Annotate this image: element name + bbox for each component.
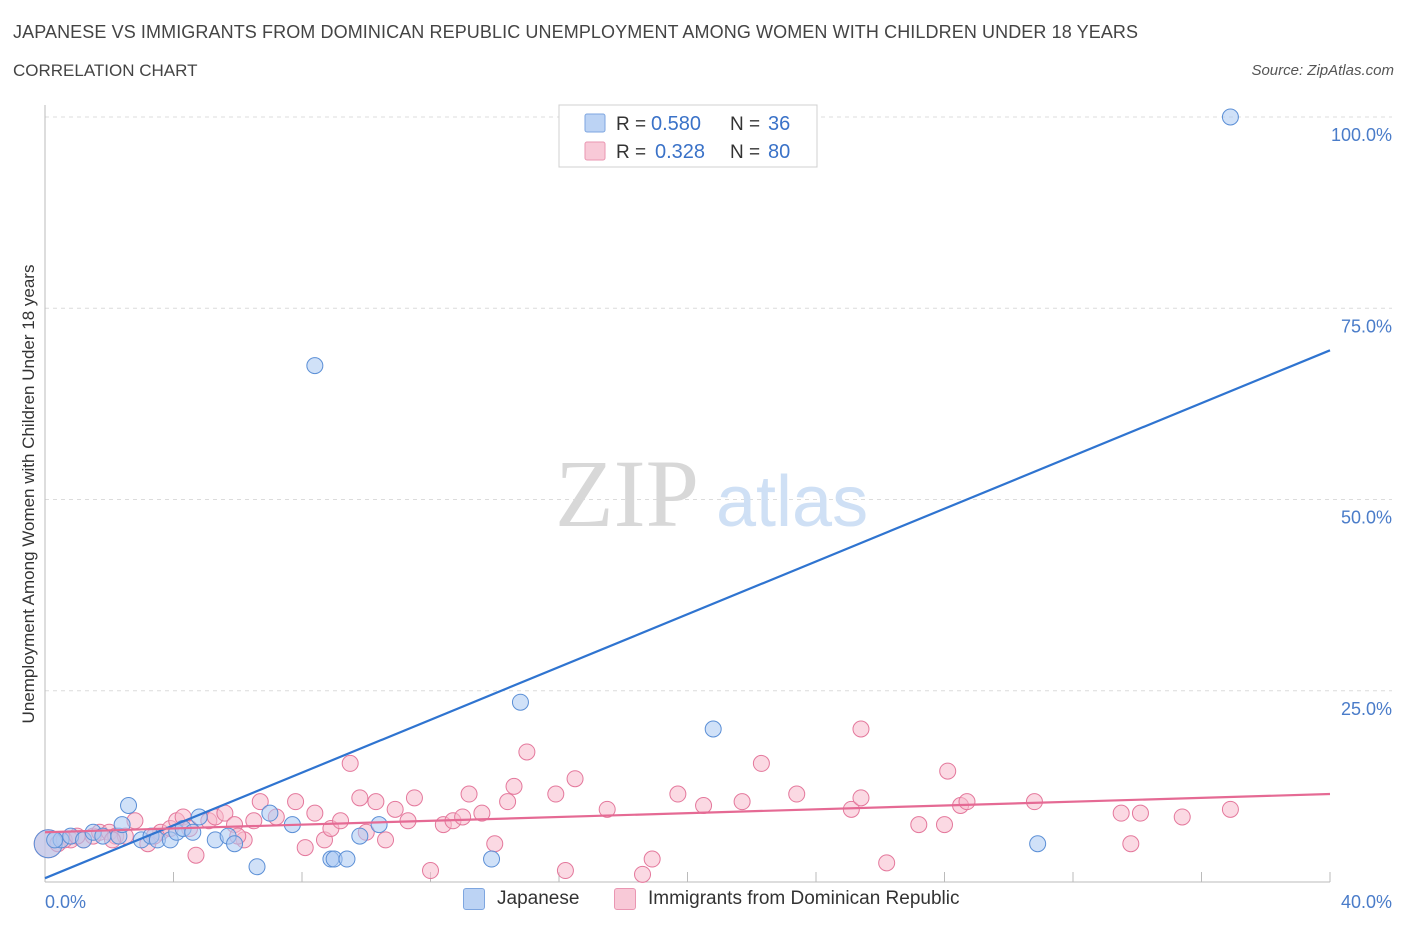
legend-n-value-1: 36 <box>768 113 790 135</box>
japanese-point <box>120 797 138 814</box>
japanese-point <box>226 835 244 853</box>
dominican-point <box>695 797 713 814</box>
dominican-point <box>422 862 439 880</box>
grid-lines <box>45 116 1392 692</box>
y-axis-label: Unemployment Among Women with Children U… <box>19 265 38 724</box>
dominican-point <box>187 846 205 864</box>
dominican-point <box>788 785 806 803</box>
japanese-point <box>261 804 279 822</box>
dominican-trend-line <box>44 792 1331 834</box>
trend-lines <box>44 349 1331 880</box>
watermark-zip: ZIP <box>555 440 699 547</box>
japanese-point <box>306 357 324 375</box>
dominican-point <box>251 793 269 811</box>
correlation-legend: R = 0.580 N = 36 R = 0.328 N = 80 <box>558 104 818 168</box>
x-tick-label-max: 40.0% <box>1341 892 1392 912</box>
dominican-point <box>939 762 957 780</box>
watermark: ZIP atlas <box>555 440 868 547</box>
x-tick-labels: 0.0% 40.0% <box>45 892 1392 912</box>
legend-r-value-1: 0.580 <box>651 113 701 135</box>
dominican-point <box>377 831 395 849</box>
legend-r-label-1: R = <box>616 114 646 135</box>
y-tick-label: 25.0% <box>1341 699 1392 719</box>
dominican-point <box>566 770 584 788</box>
watermark-atlas: atlas <box>716 462 868 542</box>
dominican-point <box>473 804 491 822</box>
legend-pink-swatch <box>584 141 606 161</box>
dominican-point <box>556 862 574 880</box>
japanese-point <box>1029 835 1047 853</box>
japanese-point <box>511 693 529 711</box>
dominican-point <box>852 789 870 807</box>
legend-n-label-1: N = <box>730 114 760 135</box>
dominican-point <box>499 793 517 811</box>
dominican-point <box>486 835 504 853</box>
series-legend: Japanese Immigrants from Dominican Repub… <box>0 888 1406 918</box>
dominican-point <box>852 720 870 738</box>
y-tick-labels: 100.0% 75.0% 50.0% 25.0% <box>1331 125 1392 719</box>
japanese-point <box>1221 108 1239 126</box>
dominican-point <box>598 800 616 818</box>
dominican-point <box>505 777 523 795</box>
dominican-point <box>341 754 359 772</box>
legend-r-value-2: 0.328 <box>655 141 705 163</box>
dominican-point <box>643 850 661 868</box>
chart-title: JAPANESE VS IMMIGRANTS FROM DOMINICAN RE… <box>13 22 1139 42</box>
y-tick-label: 75.0% <box>1341 316 1392 336</box>
japanese-point <box>113 816 131 834</box>
dominican-point <box>405 789 423 807</box>
legend-item-dominican: Immigrants from Dominican Republic <box>614 888 960 910</box>
legend-japanese-label: Japanese <box>497 888 580 909</box>
japanese-point <box>248 858 266 876</box>
source-credit: Source: ZipAtlas.com <box>1251 62 1394 79</box>
legend-dominican-swatch <box>614 888 636 910</box>
dominican-point <box>936 816 953 834</box>
japanese-point <box>704 720 722 738</box>
dominican-point <box>958 793 976 811</box>
dominican-point <box>669 785 687 803</box>
dominican-point <box>752 754 770 772</box>
dominican-point <box>351 789 369 807</box>
y-tick-label: 50.0% <box>1341 508 1392 528</box>
dominican-point <box>1221 800 1239 818</box>
dominican-point <box>296 839 314 857</box>
legend-r-label-2: R = <box>616 142 646 163</box>
dominican-point <box>1122 835 1140 853</box>
legend-n-label-2: N = <box>730 142 760 163</box>
dominican-point <box>910 816 928 834</box>
dominican-point <box>547 785 565 803</box>
japanese-point <box>370 816 388 834</box>
legend-dominican-label: Immigrants from Dominican Republic <box>648 888 960 909</box>
x-tick-label-min: 0.0% <box>45 892 86 912</box>
dominican-point <box>1112 804 1130 822</box>
dominican-point <box>460 785 478 803</box>
legend-blue-swatch <box>584 113 606 133</box>
dominican-point <box>1131 804 1149 822</box>
chart-subtitle: CORRELATION CHART <box>13 61 198 80</box>
legend-n-value-2: 80 <box>768 141 790 163</box>
japanese-point <box>483 850 501 868</box>
dominican-point <box>245 812 263 830</box>
dominican-point <box>733 793 751 811</box>
dominican-point <box>454 808 472 826</box>
japanese-point <box>46 831 64 849</box>
legend-japanese-swatch <box>463 888 485 910</box>
japanese-point <box>351 827 369 845</box>
y-tick-label: 100.0% <box>1331 125 1392 145</box>
japanese-trend-line <box>44 349 1331 880</box>
dominican-point <box>634 865 652 883</box>
dominican-point <box>332 812 350 830</box>
dominican-point <box>287 793 305 811</box>
dominican-point <box>306 804 324 822</box>
dominican-point <box>518 743 536 761</box>
dominican-point <box>878 854 896 872</box>
legend-item-japanese: Japanese <box>463 888 579 910</box>
dominican-point <box>367 793 385 811</box>
japanese-point <box>338 850 356 868</box>
dominican-point <box>386 800 404 818</box>
dominican-point <box>1173 808 1191 826</box>
